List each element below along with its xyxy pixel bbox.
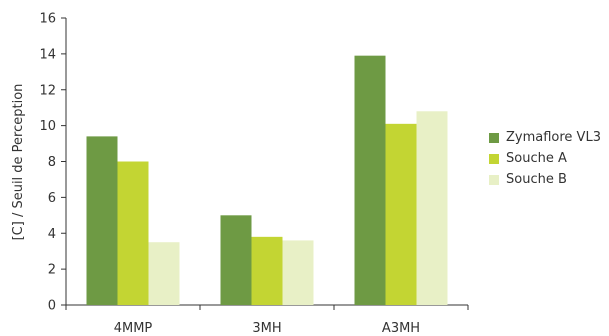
y-tick-label: 12	[39, 83, 56, 98]
y-tick-label: 16	[39, 12, 56, 27]
legend-label: Souche A	[506, 151, 567, 166]
legend-item-series-3: Souche B	[489, 169, 607, 190]
bar	[385, 123, 417, 305]
legend-item-series-2: Souche A	[489, 148, 607, 169]
bar	[354, 55, 386, 306]
bar	[416, 111, 448, 306]
bar	[148, 242, 180, 305]
y-tick-label: 2	[48, 263, 56, 278]
x-tick-label: 3MH	[252, 321, 281, 336]
y-tick-label: 10	[39, 119, 56, 134]
y-tick-label: 4	[48, 227, 56, 242]
y-tick-label: 0	[48, 299, 56, 314]
y-tick-label: 8	[48, 155, 56, 170]
y-tick-label: 14	[39, 47, 56, 62]
legend-swatch	[489, 153, 499, 164]
legend-swatch	[489, 174, 499, 185]
legend-label: Souche B	[506, 172, 567, 187]
y-tick-label: 6	[48, 191, 56, 206]
legend-label: Zymaflore VL3	[506, 130, 601, 145]
x-tick-label: A3MH	[382, 321, 420, 336]
legend-item-series-1: Zymaflore VL3	[489, 127, 607, 148]
legend-swatch	[489, 132, 499, 143]
x-tick-label: 4MMP	[114, 321, 153, 336]
legend: Zymaflore VL3 Souche A Souche B	[489, 127, 607, 190]
bars	[86, 55, 448, 306]
bar	[220, 215, 252, 305]
bar	[86, 136, 118, 305]
y-axis-title: [C] / Seuil de Perception	[11, 84, 26, 241]
bar	[117, 161, 149, 305]
tick-labels: 0 2 4 6 8 10 12 14 16 4MMP 3MH A3MH	[39, 12, 420, 336]
bar	[251, 236, 283, 305]
bar	[282, 240, 314, 305]
